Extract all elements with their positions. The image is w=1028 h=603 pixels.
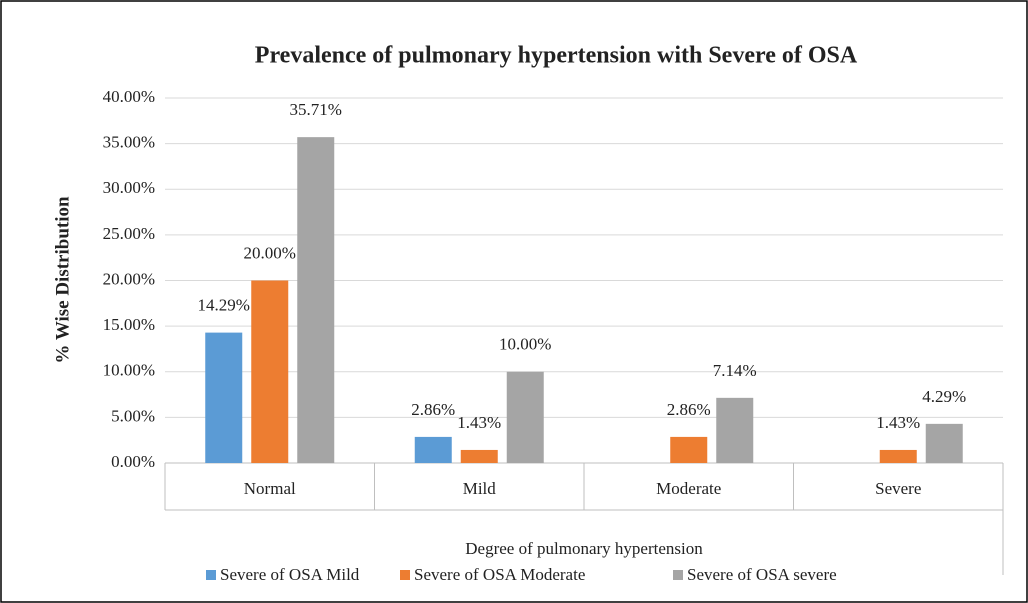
data-label: 1.43%: [876, 413, 920, 432]
chart-title: Prevalence of pulmonary hypertension wit…: [255, 43, 858, 69]
y-tick-label: 30.00%: [103, 178, 155, 197]
y-tick-label: 0.00%: [111, 452, 155, 471]
y-axis-label: % Wise Distribution: [52, 196, 73, 364]
bar: [414, 436, 452, 463]
y-tick-label: 35.00%: [103, 133, 155, 152]
data-label: 4.29%: [922, 387, 966, 406]
legend-label: Severe of OSA Mild: [220, 565, 360, 584]
data-label: 35.71%: [290, 100, 342, 119]
data-label: 7.14%: [713, 361, 757, 380]
y-tick-label: 5.00%: [111, 406, 155, 425]
data-label: 2.86%: [667, 400, 711, 419]
y-tick-label: 15.00%: [103, 315, 155, 334]
legend-label: Severe of OSA Moderate: [414, 565, 585, 584]
legend-swatch: [673, 570, 683, 580]
data-label: 20.00%: [244, 243, 296, 262]
bar: [670, 436, 708, 463]
legend-swatch: [206, 570, 216, 580]
bar: [879, 449, 917, 463]
x-tick-label: Moderate: [656, 479, 721, 498]
x-tick-label: Normal: [244, 479, 296, 498]
bar: [925, 423, 963, 463]
data-label: 1.43%: [457, 413, 501, 432]
bar: [716, 397, 754, 463]
x-axis-label: Degree of pulmonary hypertension: [465, 539, 703, 558]
y-tick-label: 40.00%: [103, 87, 155, 106]
y-tick-label: 10.00%: [103, 361, 155, 380]
x-tick-label: Mild: [463, 479, 497, 498]
bar: [251, 280, 289, 463]
data-label: 2.86%: [411, 400, 455, 419]
bar: [460, 449, 498, 463]
legend-swatch: [400, 570, 410, 580]
bar: [506, 371, 544, 463]
y-tick-label: 20.00%: [103, 269, 155, 288]
data-label: 14.29%: [198, 296, 250, 315]
bar: [297, 137, 335, 464]
legend-label: Severe of OSA severe: [687, 565, 837, 584]
bar: [205, 332, 243, 463]
y-tick-label: 25.00%: [103, 224, 155, 243]
data-label: 10.00%: [499, 335, 551, 354]
x-tick-label: Severe: [875, 479, 921, 498]
